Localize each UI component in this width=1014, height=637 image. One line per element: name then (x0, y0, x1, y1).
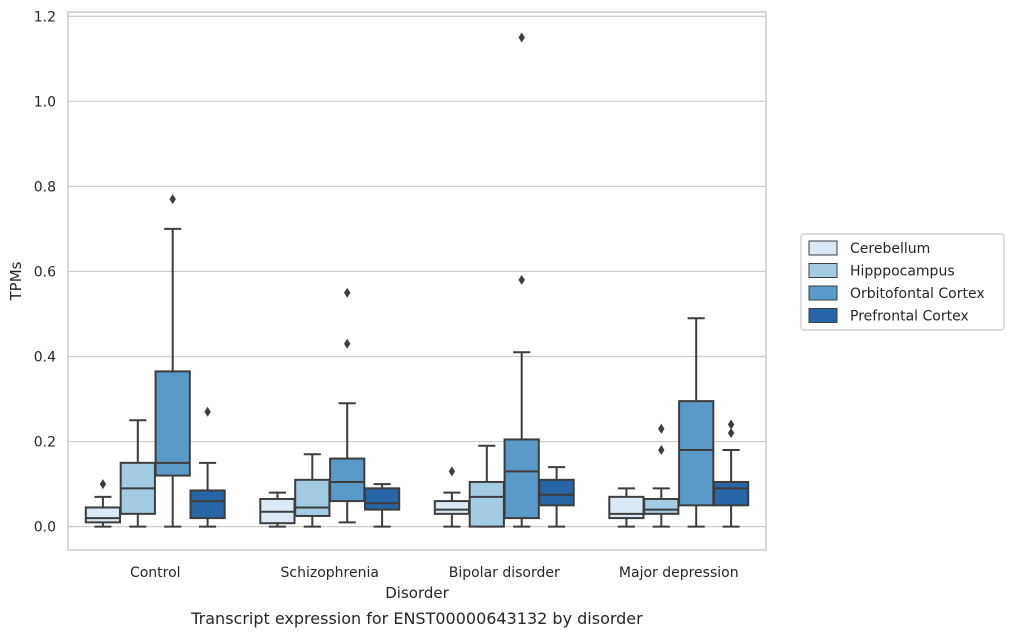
legend-swatch (808, 263, 838, 278)
plot-frame (67, 11, 767, 551)
iqr-box (154, 370, 191, 477)
box-group (154, 194, 191, 528)
y-tick-label: 0.4 (34, 349, 56, 365)
box-group (433, 466, 471, 528)
y-tick-label: 1.0 (34, 94, 56, 110)
iqr-box (678, 400, 715, 507)
box-group (643, 423, 680, 528)
outlier-point (344, 287, 351, 298)
legend-frame (800, 233, 1005, 331)
box-group (84, 479, 122, 528)
outlier-point (658, 423, 665, 434)
iqr-box (84, 506, 122, 524)
outlier-point (448, 466, 456, 477)
y-tick-label: 1.2 (34, 9, 56, 25)
box-group (363, 483, 401, 528)
x-tick-label: Schizophrenia (281, 565, 379, 581)
outlier-point (99, 479, 107, 490)
box-group (259, 491, 296, 528)
outlier-point (658, 445, 665, 456)
x-tick-label: Bipolar disorder (449, 565, 560, 581)
legend-swatch (808, 285, 838, 301)
outlier-point (727, 428, 735, 439)
box-group (503, 32, 540, 528)
iqr-box (643, 497, 680, 515)
legend-label: Cerebellum (850, 241, 930, 257)
iqr-box (363, 487, 401, 511)
iqr-box (329, 457, 366, 503)
y-tick-label: 0.2 (34, 435, 56, 451)
x-tick-label: Major depression (619, 565, 739, 581)
iqr-box (294, 478, 331, 517)
box-group (119, 419, 156, 528)
legend-swatch (808, 308, 838, 323)
box-group (294, 453, 331, 528)
x-axis-label: Disorder (385, 584, 449, 602)
y-tick-label: 0.8 (34, 179, 56, 195)
box-group (712, 419, 750, 528)
box-group (329, 287, 366, 524)
iqr-box (189, 489, 226, 520)
y-axis-label: TPMs (7, 261, 25, 301)
y-tick-labels: 0.0 0.2 0.4 0.6 0.8 1.0 1.2 (34, 9, 56, 535)
legend-label: Hipppocampus (850, 264, 955, 280)
y-tick-label: 0.0 (34, 520, 56, 536)
iqr-box (433, 500, 471, 515)
iqr-box (538, 478, 575, 507)
outlier-point (518, 32, 525, 43)
y-tick-label: 0.6 (34, 264, 56, 280)
outlier-point (169, 194, 176, 205)
iqr-box (712, 480, 750, 507)
box-group (678, 317, 715, 528)
legend: Cerebellum Hipppocampus Orbitofontal Corte… (800, 233, 1005, 331)
legend-label: Prefrontal Cortex (850, 309, 969, 325)
box-group (608, 487, 645, 528)
x-tick-label: Control (130, 565, 181, 581)
x-tick-labels: Control Schizophrenia Bipolar disorder Majo… (130, 565, 739, 581)
chart-caption: Transcript expression for ENST0000064313… (190, 609, 643, 628)
boxes (84, 32, 750, 528)
outlier-point (204, 406, 211, 417)
box-group (468, 444, 505, 528)
legend-swatch (808, 240, 838, 256)
iqr-box (503, 438, 540, 520)
outlier-point (344, 338, 351, 349)
iqr-box (468, 480, 505, 528)
outlier-point (727, 419, 735, 430)
box-group (189, 406, 226, 528)
iqr-box (608, 495, 645, 520)
outlier-point (518, 274, 525, 285)
legend-label: Orbitofontal Cortex (850, 286, 985, 302)
box-group (538, 466, 575, 528)
